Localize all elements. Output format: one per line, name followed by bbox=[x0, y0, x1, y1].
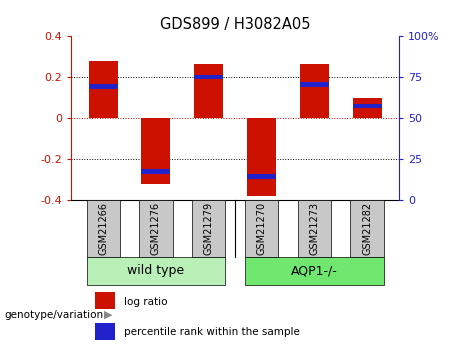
Bar bbox=[142, 169, 171, 174]
Bar bbox=[95, 293, 115, 309]
Text: GSM21276: GSM21276 bbox=[151, 202, 161, 255]
Bar bbox=[87, 200, 120, 257]
Bar bbox=[89, 84, 118, 89]
Bar bbox=[89, 61, 118, 118]
Bar bbox=[247, 174, 276, 179]
Text: GSM21273: GSM21273 bbox=[309, 202, 319, 255]
Text: wild type: wild type bbox=[127, 264, 184, 277]
Bar bbox=[300, 64, 329, 118]
Text: GSM21270: GSM21270 bbox=[256, 202, 266, 255]
Text: GSM21266: GSM21266 bbox=[98, 202, 108, 255]
Bar bbox=[142, 118, 171, 184]
Bar bbox=[87, 257, 225, 285]
Bar bbox=[298, 200, 331, 257]
Bar bbox=[192, 200, 225, 257]
Text: ▶: ▶ bbox=[104, 310, 112, 320]
Text: log ratio: log ratio bbox=[124, 297, 168, 306]
Bar bbox=[194, 64, 223, 118]
Bar bbox=[300, 82, 329, 87]
Text: AQP1-/-: AQP1-/- bbox=[291, 264, 337, 277]
Bar bbox=[350, 200, 384, 257]
Text: GSM21279: GSM21279 bbox=[204, 202, 214, 255]
Bar bbox=[245, 257, 384, 285]
Text: genotype/variation: genotype/variation bbox=[5, 310, 104, 320]
Text: GSM21282: GSM21282 bbox=[362, 202, 372, 255]
Bar bbox=[194, 75, 223, 79]
Bar bbox=[247, 118, 276, 196]
Text: percentile rank within the sample: percentile rank within the sample bbox=[124, 327, 301, 337]
Bar bbox=[353, 98, 382, 118]
Bar bbox=[353, 104, 382, 108]
Title: GDS899 / H3082A05: GDS899 / H3082A05 bbox=[160, 17, 310, 32]
Bar bbox=[245, 200, 278, 257]
Bar bbox=[95, 323, 115, 339]
Bar bbox=[139, 200, 172, 257]
